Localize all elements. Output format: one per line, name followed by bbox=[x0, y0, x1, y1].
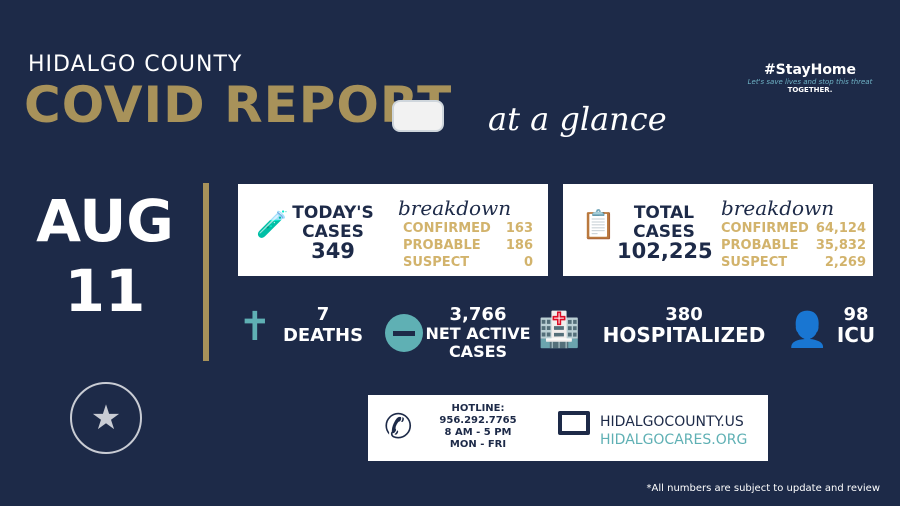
row-label: SUSPECT bbox=[403, 255, 470, 270]
active-label: CASES bbox=[448, 342, 508, 361]
icu-value: 98 bbox=[843, 304, 869, 325]
total-breakdown: CONFIRMED 64,124 PROBABLE 35,832 SUSPECT 2,… bbox=[721, 220, 866, 271]
disclaimer-note: *All numbers are subject to update and r… bbox=[646, 483, 880, 494]
hotline-hours: 8 AM - 5 PM bbox=[444, 427, 512, 438]
phone-icon: ✆ bbox=[384, 407, 413, 447]
doctor-icon: 👤 bbox=[786, 310, 829, 350]
total-cases-label: TOTAL CASES 102,225 bbox=[617, 203, 713, 263]
label-line: TOTAL bbox=[633, 203, 695, 223]
stay-home-together: TOGETHER. bbox=[787, 86, 833, 94]
clipboard-icon: 📋 bbox=[581, 208, 616, 241]
computer-icon bbox=[558, 411, 590, 435]
row-value: 0 bbox=[523, 255, 533, 270]
active-value: 3,766 bbox=[449, 304, 507, 325]
minus-icon bbox=[385, 314, 423, 352]
hotline-info: HOTLINE: 956.292.7765 8 AM - 5 PM MON - … bbox=[428, 403, 528, 451]
date-day: 11 bbox=[64, 257, 146, 325]
hotline-label: HOTLINE: bbox=[451, 403, 505, 414]
breakdown-label: breakdown bbox=[721, 196, 835, 220]
row-value: 2,269 bbox=[824, 255, 866, 270]
deaths-label: DEATHS bbox=[282, 325, 364, 346]
active-cases-stat: 3,766 NET ACTIVE CASES bbox=[422, 304, 534, 361]
row-label: SUSPECT bbox=[721, 255, 788, 270]
row-label: CONFIRMED bbox=[721, 221, 809, 236]
breakdown-row: PROBABLE 35,832 bbox=[721, 237, 866, 254]
stay-home-hashtag: #StayHome bbox=[763, 62, 857, 78]
row-value: 64,124 bbox=[815, 221, 866, 236]
hotline-phone[interactable]: 956.292.7765 bbox=[439, 415, 517, 426]
contact-box: ✆ HOTLINE: 956.292.7765 8 AM - 5 PM MON … bbox=[368, 395, 768, 461]
breakdown-label: breakdown bbox=[398, 196, 512, 220]
report-title: COVID REPORT bbox=[24, 76, 453, 134]
total-cases-value: 102,225 bbox=[617, 239, 713, 263]
deaths-value: 7 bbox=[316, 304, 330, 325]
row-label: CONFIRMED bbox=[403, 221, 491, 236]
test-tube-icon: 🧪 bbox=[256, 210, 289, 240]
date-month: AUG bbox=[36, 187, 174, 255]
row-label: PROBABLE bbox=[721, 238, 799, 253]
active-label: NET ACTIVE bbox=[425, 324, 531, 343]
icu-stat: 98 ICU bbox=[830, 304, 882, 346]
label-line: TODAY'S bbox=[292, 203, 374, 223]
total-cases-card: 📋 TOTAL CASES 102,225 breakdown CONFIRME… bbox=[563, 184, 873, 276]
icu-label: ICU bbox=[836, 323, 876, 347]
breakdown-row: SUSPECT 2,269 bbox=[721, 254, 866, 271]
cross-icon: ✝ bbox=[238, 304, 272, 350]
row-value: 163 bbox=[505, 221, 533, 236]
county-seal: ★ bbox=[70, 382, 142, 454]
hospitalized-value: 380 bbox=[665, 304, 703, 325]
stay-home-line: Let's save lives and stop this threat bbox=[747, 78, 873, 86]
stay-home-banner: #StayHome Let's save lives and stop this… bbox=[730, 62, 890, 94]
label-line: CASES bbox=[633, 222, 695, 242]
star-icon: ★ bbox=[90, 398, 122, 438]
hospitalized-stat: 380 HOSPITALIZED bbox=[600, 304, 768, 346]
breakdown-row: SUSPECT 0 bbox=[403, 254, 533, 271]
deaths-stat: 7 DEATHS bbox=[278, 304, 368, 346]
row-value: 186 bbox=[505, 238, 533, 253]
breakdown-row: CONFIRMED 64,124 bbox=[721, 220, 866, 237]
face-mask-icon bbox=[392, 100, 444, 132]
breakdown-row: PROBABLE 186 bbox=[403, 237, 533, 254]
todays-breakdown: CONFIRMED 163 PROBABLE 186 SUSPECT 0 bbox=[403, 220, 533, 271]
row-label: PROBABLE bbox=[403, 238, 481, 253]
row-value: 35,832 bbox=[815, 238, 866, 253]
todays-cases-label: TODAY'S CASES 349 bbox=[288, 203, 378, 263]
county-website-link[interactable]: HIDALGOCOUNTY.US bbox=[600, 414, 744, 430]
hospital-icon: 🏥 bbox=[538, 310, 581, 350]
hospitalized-label: HOSPITALIZED bbox=[602, 323, 766, 347]
county-name: HIDALGO COUNTY bbox=[28, 52, 243, 77]
report-date: AUG 11 bbox=[20, 186, 190, 326]
todays-cases-card: 🧪 TODAY'S CASES 349 breakdown CONFIRMED 1… bbox=[238, 184, 548, 276]
divider bbox=[203, 183, 209, 361]
label-line: CASES bbox=[302, 222, 364, 242]
report-subtitle: at a glance bbox=[488, 100, 667, 138]
todays-cases-value: 349 bbox=[311, 239, 355, 263]
cares-website-link[interactable]: HIDALGOCARES.ORG bbox=[600, 432, 748, 448]
breakdown-row: CONFIRMED 163 bbox=[403, 220, 533, 237]
hotline-days: MON - FRI bbox=[449, 439, 507, 450]
websites: HIDALGOCOUNTY.US HIDALGOCARES.ORG bbox=[600, 413, 747, 449]
